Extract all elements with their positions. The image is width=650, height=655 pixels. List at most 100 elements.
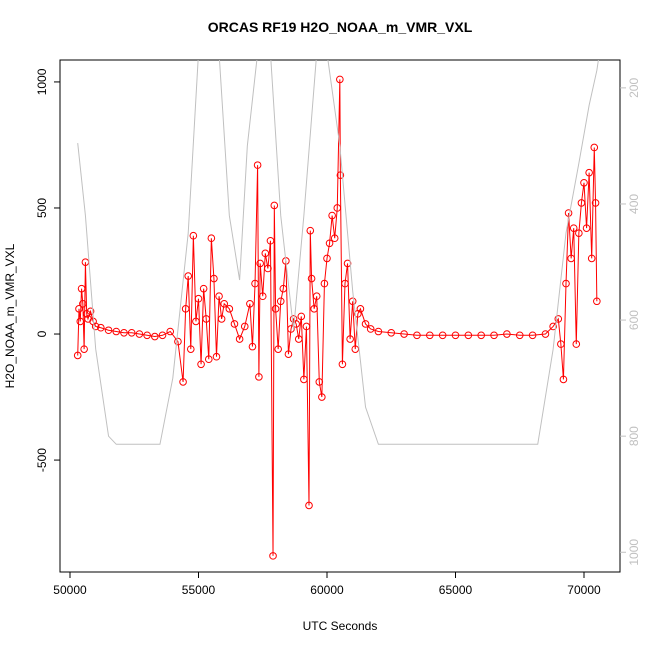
point	[269, 552, 277, 560]
point	[184, 272, 193, 280]
point	[230, 320, 239, 328]
point	[325, 239, 334, 248]
point	[387, 328, 396, 337]
point	[361, 320, 370, 328]
point	[341, 279, 349, 288]
x-tick-label: 55000	[182, 583, 216, 597]
point	[204, 355, 213, 364]
point	[248, 342, 257, 351]
point	[346, 335, 354, 343]
point	[569, 224, 578, 232]
point	[549, 322, 557, 331]
point	[587, 254, 596, 263]
point	[528, 331, 537, 340]
point	[251, 279, 259, 288]
point	[181, 305, 190, 313]
point	[199, 284, 208, 293]
x-axis-label: UTC Seconds	[303, 619, 378, 633]
point	[336, 75, 344, 84]
point	[261, 249, 270, 258]
point	[464, 331, 473, 340]
x-tick-label: 65000	[439, 583, 473, 597]
point	[567, 254, 575, 263]
plot-area	[73, 60, 601, 560]
point	[76, 317, 85, 326]
point	[246, 299, 254, 308]
point	[577, 199, 586, 207]
point	[590, 143, 599, 152]
point	[210, 274, 218, 283]
point	[591, 199, 600, 207]
y2-tick-label: 600	[627, 310, 641, 330]
point	[356, 305, 365, 313]
point	[306, 226, 315, 235]
point	[307, 274, 316, 283]
point	[135, 330, 144, 338]
point	[515, 331, 524, 340]
point	[333, 204, 342, 212]
point	[562, 279, 570, 288]
point	[490, 331, 498, 340]
point	[336, 171, 345, 180]
point	[120, 328, 128, 337]
point	[166, 327, 175, 336]
point	[264, 264, 272, 273]
point	[215, 292, 223, 301]
point	[225, 305, 234, 313]
point	[189, 231, 198, 240]
point	[266, 236, 275, 245]
point	[310, 305, 318, 313]
point	[351, 345, 360, 353]
plot-box	[59, 59, 621, 573]
point	[580, 178, 588, 187]
point	[284, 350, 293, 358]
point	[151, 332, 159, 341]
point	[91, 322, 100, 331]
point	[253, 161, 262, 169]
point	[256, 259, 264, 268]
point	[112, 327, 121, 336]
point	[320, 279, 329, 288]
point	[197, 360, 205, 369]
point	[338, 360, 347, 369]
point	[451, 331, 460, 340]
point	[80, 345, 88, 353]
pressure-line	[77, 60, 599, 445]
point	[294, 335, 303, 343]
point	[477, 331, 485, 340]
point	[212, 352, 221, 361]
y-tick-label: 0	[35, 330, 49, 337]
point	[328, 211, 336, 220]
point	[330, 234, 339, 243]
y-tick-label: 1000	[35, 68, 49, 95]
y2-tick-label: 400	[627, 194, 641, 214]
point	[425, 331, 434, 340]
point	[302, 322, 311, 331]
point	[255, 373, 263, 381]
series-line	[77, 79, 598, 556]
point	[202, 315, 211, 323]
point	[305, 501, 313, 510]
point	[557, 340, 565, 348]
y2-tick-label: 200	[627, 78, 641, 98]
point	[271, 305, 280, 313]
point	[554, 315, 563, 323]
chart-title: ORCAS RF19 H2O_NOAA_m_VMR_VXL	[208, 19, 473, 35]
x-tick-label: 60000	[310, 583, 344, 597]
x-tick-label: 70000	[567, 583, 601, 597]
point	[287, 325, 295, 333]
y2-tick-label: 800	[627, 426, 641, 446]
point	[438, 331, 447, 340]
point	[541, 330, 550, 338]
point	[323, 254, 331, 263]
point	[258, 292, 267, 301]
point	[575, 229, 583, 237]
point	[559, 375, 568, 384]
point	[270, 201, 279, 210]
point	[86, 307, 95, 316]
point	[348, 297, 357, 306]
point	[179, 378, 187, 386]
point	[75, 305, 83, 313]
point	[413, 331, 421, 340]
